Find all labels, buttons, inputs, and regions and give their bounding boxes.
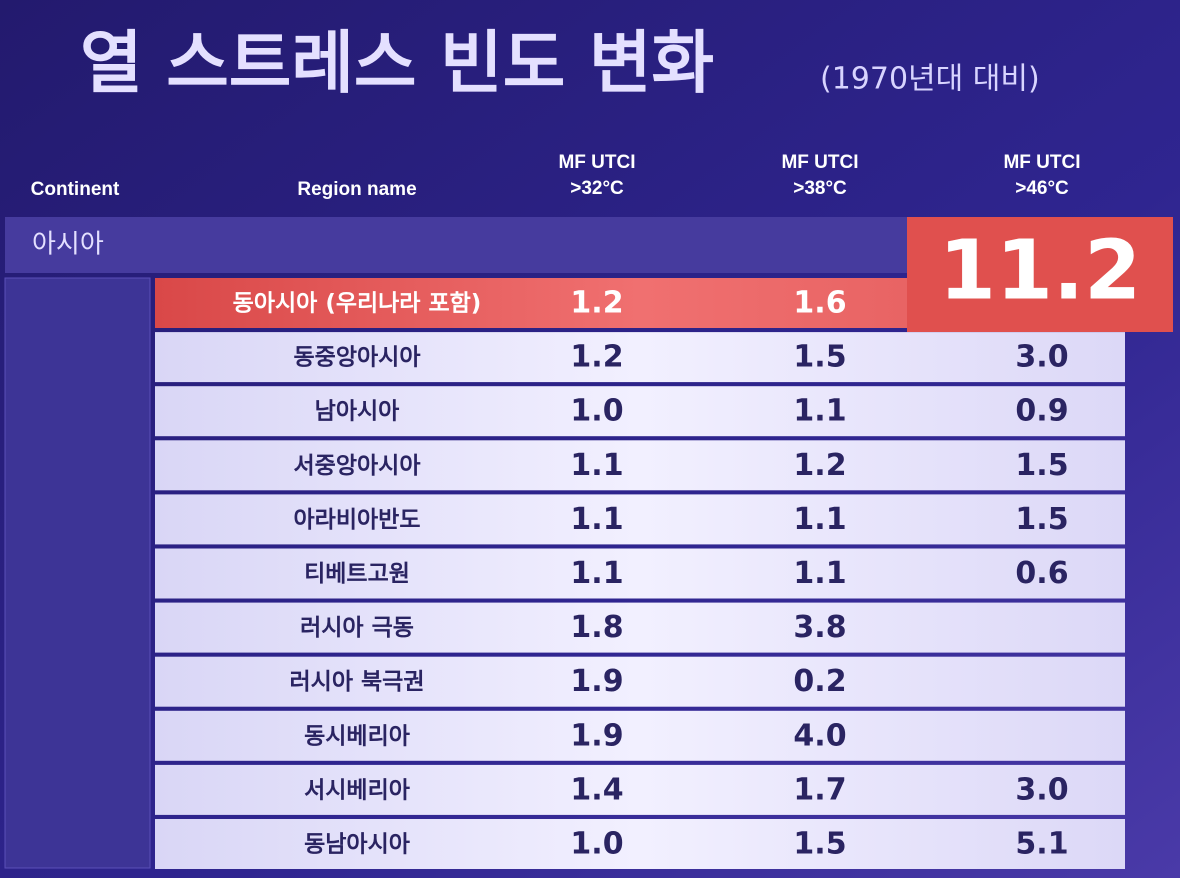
cell-value: 1.2 [793,448,846,483]
cell-value: 1.0 [570,394,623,429]
cell-value: 1.5 [1015,502,1068,537]
cell-value: 1.1 [570,556,623,591]
column-header: >38°C [793,178,847,199]
row [155,710,1125,761]
region-name: 동남아시아 [304,832,410,858]
cell-value: 3.0 [1015,772,1068,807]
cell-value: 1.9 [570,718,623,753]
cell-value: 1.7 [793,772,846,807]
continent-column [4,277,151,869]
cell-value: 1.1 [793,556,846,591]
cell-value: 1.6 [793,286,846,321]
region-name: 남아시아 [315,399,400,425]
continent-label: 아시아 [32,230,104,260]
region-name: 동시베리아 [304,723,410,749]
cell-value: 1.2 [570,340,623,375]
region-name: 서시베리아 [304,777,410,803]
cell-value: 1.4 [570,772,623,807]
cell-value: 1.5 [1015,448,1068,483]
title: 열 스트레스 빈도 변화 [80,25,714,104]
region-name: 동중앙아시아 [294,345,421,371]
cell-value: 5.1 [1015,827,1068,862]
cell-value: 1.1 [570,502,623,537]
row [155,332,1125,383]
cell-value: 1.8 [570,610,623,645]
cell-value: 1.5 [793,827,846,862]
region-name: 티베트고원 [304,561,410,587]
region-name: 러시아 극동 [300,615,414,641]
region-name: 아라비아반도 [294,507,421,533]
cell-value: 1.9 [570,664,623,699]
cell-value: 1.0 [570,827,623,862]
column-header: MF UTCI [1003,152,1080,173]
cell-value: 3.0 [1015,340,1068,375]
highlight-value: 11.2 [939,223,1141,318]
row [155,656,1125,707]
row [155,494,1125,545]
cell-value: 1.2 [570,286,623,321]
highlight-box [907,217,1173,332]
region-name: 러시아 북극권 [290,669,425,695]
cell-value: 0.6 [1015,556,1068,591]
cell-value: 0.9 [1015,394,1068,429]
column-header: MF UTCI [781,152,858,173]
subtitle: (1970년대 대비) [820,62,1040,97]
cell-value: 0.2 [793,664,846,699]
row [155,764,1125,815]
column-header: Continent [31,179,120,200]
row [155,819,1125,869]
column-header: MF UTCI [558,152,635,173]
cell-value: 1.1 [570,448,623,483]
cell-value: 4.0 [793,718,846,753]
cell-value: 1.1 [793,502,846,537]
row [155,440,1125,491]
column-header: Region name [297,179,416,200]
cell-value: 3.8 [793,610,846,645]
cell-value: 1.1 [793,394,846,429]
column-header: >32°C [570,178,624,199]
region-name: 동아시아 (우리나라 포함) [233,291,482,317]
row [155,602,1125,653]
region-name: 서중앙아시아 [294,453,421,479]
column-header: >46°C [1015,178,1069,199]
row [155,548,1125,599]
row [155,386,1125,437]
cell-value: 1.5 [793,340,846,375]
